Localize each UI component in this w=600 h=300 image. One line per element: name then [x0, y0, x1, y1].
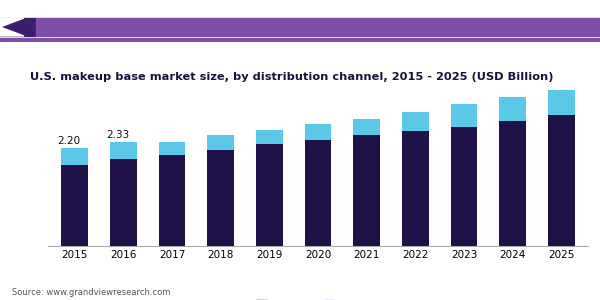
Bar [353, 118, 380, 136]
Text: U.S. makeup base market size, by distribution channel, 2015 - 2025 (USD Billion): U.S. makeup base market size, by distrib… [30, 72, 554, 82]
Bar [158, 154, 185, 246]
Bar [61, 165, 88, 246]
Polygon shape [0, 18, 36, 36]
Polygon shape [0, 18, 24, 27]
Bar [548, 85, 575, 116]
Bar [353, 136, 380, 246]
Legend: Offline, Online: Offline, Online [251, 296, 385, 300]
Bar [305, 140, 331, 246]
Bar [402, 112, 428, 131]
Bar [256, 144, 283, 246]
Bar [499, 121, 526, 246]
Bar [208, 150, 234, 246]
Bar [451, 104, 478, 127]
Bar [451, 127, 478, 246]
Bar [110, 159, 137, 246]
Bar [158, 142, 185, 154]
Bar [499, 97, 526, 121]
Bar [305, 124, 331, 140]
Text: 2.20: 2.20 [58, 136, 80, 146]
Bar [208, 136, 234, 150]
Bar [256, 130, 283, 144]
Text: 2.33: 2.33 [106, 130, 130, 140]
Bar [402, 131, 428, 246]
Polygon shape [0, 27, 24, 36]
Bar [548, 116, 575, 246]
Bar [61, 148, 88, 165]
Text: Source: www.grandviewresearch.com: Source: www.grandviewresearch.com [12, 288, 170, 297]
Bar [110, 142, 137, 159]
